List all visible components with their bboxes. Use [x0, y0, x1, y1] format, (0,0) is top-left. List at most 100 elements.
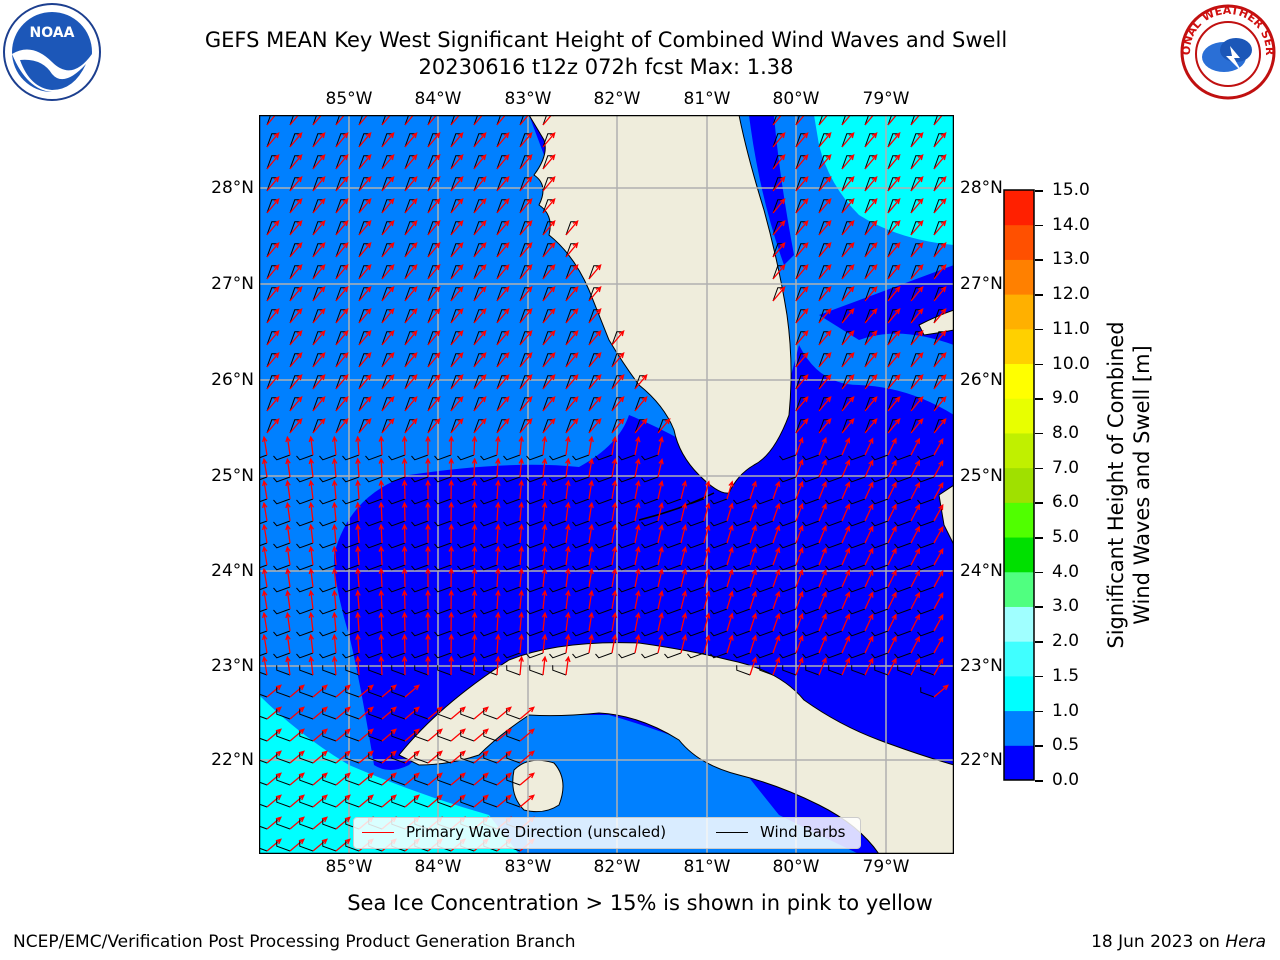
wave-direction-arrow — [289, 115, 302, 126]
wave-direction-arrow — [818, 115, 831, 126]
wind-barb — [549, 630, 567, 637]
wave-direction-arrow — [496, 264, 510, 280]
wave-direction-arrow — [565, 545, 571, 566]
wind-barb — [266, 287, 277, 302]
wind-barb — [910, 199, 921, 214]
wind-barb — [733, 542, 751, 549]
wave-direction-arrow — [331, 457, 338, 478]
wave-direction-arrow — [285, 589, 291, 610]
wave-direction-arrow — [358, 115, 371, 126]
wave-direction-arrow — [427, 242, 441, 258]
wave-direction-arrow — [634, 567, 641, 588]
wind-barb — [312, 331, 323, 346]
wind-barb — [457, 630, 475, 637]
wave-direction-arrow — [818, 352, 832, 368]
wave-direction-arrow — [841, 591, 851, 610]
wind-barb — [335, 397, 346, 412]
wave-direction-arrow — [518, 633, 524, 654]
wind-barb — [335, 309, 346, 324]
wave-direction-arrow — [266, 728, 282, 742]
wind-barb — [312, 287, 323, 302]
wave-direction-arrow — [541, 567, 548, 588]
wind-barb — [887, 353, 898, 368]
wave-direction-arrow — [887, 613, 897, 632]
wave-direction-arrow — [818, 546, 827, 566]
wave-direction-arrow — [519, 264, 533, 280]
wave-direction-arrow — [634, 523, 641, 544]
wind-barb — [841, 115, 847, 126]
wave-direction-arrow — [565, 655, 571, 676]
wind-barb — [473, 265, 484, 280]
wave-direction-arrow — [448, 633, 454, 654]
wave-direction-arrow — [496, 220, 510, 236]
wave-direction-arrow — [933, 115, 946, 126]
wave-direction-arrow — [289, 816, 305, 830]
wind-barb — [450, 419, 461, 434]
wave-direction-arrow — [266, 838, 282, 852]
wave-direction-arrow — [289, 330, 303, 346]
wind-barb — [388, 454, 406, 461]
wave-direction-arrow — [496, 750, 512, 764]
wave-direction-arrow — [473, 264, 487, 280]
wind-barb — [825, 564, 843, 571]
wind-barb — [526, 564, 544, 571]
wave-direction-arrow — [518, 523, 524, 544]
wind-barb — [825, 608, 843, 615]
wave-direction-arrow — [772, 115, 785, 126]
wave-direction-arrow — [703, 612, 711, 632]
wind-barb — [779, 586, 797, 593]
wave-direction-arrow — [448, 589, 454, 610]
wind-barb — [273, 520, 291, 527]
wind-barb — [404, 199, 415, 214]
wave-direction-arrow — [565, 633, 571, 654]
wind-barb — [595, 652, 613, 659]
wave-direction-arrow — [864, 396, 878, 412]
wave-direction-arrow — [565, 567, 571, 588]
wind-barb — [312, 199, 323, 214]
wind-barb — [273, 454, 291, 461]
wave-direction-arrow — [864, 176, 878, 192]
wind-barb — [365, 564, 383, 571]
wind-barb — [496, 115, 502, 126]
wind-barb — [266, 221, 277, 236]
wind-barb — [795, 419, 806, 434]
wind-barb — [565, 419, 576, 434]
wind-barb — [391, 687, 406, 698]
wave-direction-arrow — [285, 567, 291, 588]
wave-direction-arrow — [358, 684, 374, 698]
wave-direction-arrow — [933, 242, 947, 258]
wind-barb — [450, 199, 461, 214]
wind-barb — [273, 564, 291, 571]
wind-barb — [414, 665, 429, 676]
wind-barb — [874, 665, 889, 676]
lat-label-left: 27°N — [211, 274, 254, 294]
wind-barb — [588, 287, 599, 302]
wind-barb — [618, 586, 636, 593]
wind-barb — [848, 520, 866, 527]
wave-direction-arrow — [473, 728, 489, 742]
wind-barb — [910, 115, 916, 126]
wind-barb — [335, 265, 346, 280]
wind-barb — [368, 665, 383, 676]
wave-direction-arrow — [381, 242, 395, 258]
wave-direction-arrow — [473, 176, 487, 192]
wind-barb — [588, 353, 599, 368]
wave-direction-arrow — [285, 655, 291, 676]
wind-barb — [910, 221, 921, 236]
wind-barb — [319, 498, 337, 505]
wind-barb — [756, 586, 774, 593]
wind-barb — [388, 542, 406, 549]
wave-direction-arrow — [448, 523, 454, 544]
florida-land — [528, 115, 792, 494]
wave-direction-arrow — [358, 308, 372, 324]
wind-barb — [519, 177, 530, 192]
colorbar-tick-label: 4.0 — [1052, 561, 1080, 582]
wave-direction-arrow — [565, 501, 571, 522]
wave-direction-arrow — [795, 656, 804, 676]
wave-direction-arrow — [887, 459, 897, 478]
wind-barb — [345, 665, 360, 676]
wave-direction-arrow — [378, 633, 385, 654]
wave-direction-arrow — [933, 154, 947, 170]
wind-barb — [611, 353, 622, 368]
wave-direction-arrow — [285, 611, 291, 632]
